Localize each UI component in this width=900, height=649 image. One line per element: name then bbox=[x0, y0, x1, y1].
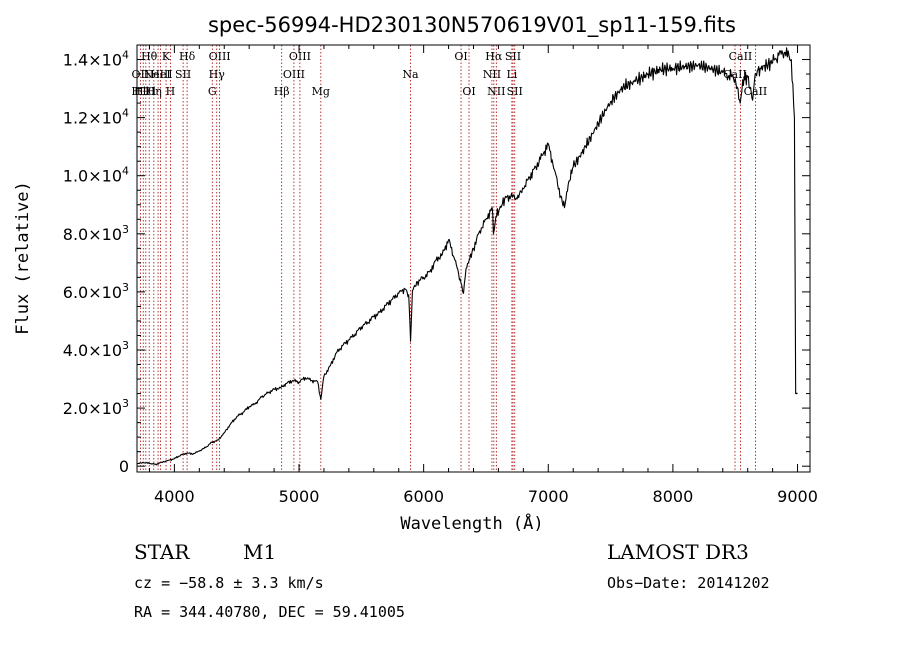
object-subclass: M1 bbox=[243, 540, 277, 564]
line-label: Mg bbox=[312, 85, 330, 98]
x-tick-label: 7000 bbox=[528, 487, 569, 506]
observation-date: Obs−Date: 20141202 bbox=[607, 574, 770, 592]
line-label: OIII bbox=[283, 68, 305, 81]
spectrum-line bbox=[136, 47, 798, 466]
line-label: Hη bbox=[146, 85, 162, 98]
y-tick-label: 1.0×104 bbox=[63, 165, 129, 186]
line-label: OIII bbox=[289, 50, 311, 63]
survey-name: LAMOST DR3 bbox=[607, 540, 749, 564]
x-axis: 4000 5000 6000 7000 8000 9000 bbox=[148, 45, 818, 506]
y-tick-label: 1.4×104 bbox=[63, 49, 129, 70]
line-label: OI bbox=[462, 85, 475, 98]
line-label: Hγ bbox=[209, 68, 226, 81]
x-tick-label: 9000 bbox=[777, 487, 818, 506]
line-label: Hβ bbox=[274, 85, 290, 98]
sky-coordinates: RA = 344.40780, DEC = 59.41005 bbox=[134, 603, 405, 621]
y-tick-label: 8.0×103 bbox=[63, 223, 129, 244]
redshift-cz: cz = −58.8 ± 3.3 km/s bbox=[134, 574, 324, 592]
chart-title: spec-56994-HD230130N570619V01_sp11-159.f… bbox=[208, 13, 736, 38]
y-tick-label: 6.0×103 bbox=[63, 281, 129, 302]
line-label: Hδ bbox=[179, 50, 196, 63]
line-label: NII bbox=[483, 68, 501, 81]
line-label: OI bbox=[454, 50, 467, 63]
line-label: Hα bbox=[485, 50, 503, 63]
x-tick-label: 4000 bbox=[154, 487, 195, 506]
y-tick-label: 4.0×103 bbox=[63, 339, 129, 360]
y-axis-label: Flux (relative) bbox=[13, 181, 33, 335]
x-tick-label: 8000 bbox=[653, 487, 694, 506]
line-label: SII bbox=[175, 68, 191, 81]
x-axis-label: Wavelength (Å) bbox=[400, 512, 543, 534]
line-label: H bbox=[166, 85, 176, 98]
spectral-line-markers bbox=[139, 45, 756, 472]
y-tick-label: 2.0×103 bbox=[63, 397, 129, 418]
line-label: Na bbox=[402, 68, 419, 81]
line-label: NeIII bbox=[143, 68, 172, 81]
y-axis: 0 2.0×103 4.0×103 6.0×103 8.0×103 1.0×104 1.2×… bbox=[63, 49, 810, 476]
spectral-line-labels: OIIH10H11HθHηNeIIIHeIKHSIIHδGHγOIIIHβOII… bbox=[131, 50, 767, 98]
line-label: CaII bbox=[744, 85, 768, 98]
line-label: HeI bbox=[150, 68, 170, 81]
y-tick-label: 0 bbox=[119, 457, 129, 476]
line-label: CaII bbox=[729, 50, 753, 63]
line-label: SII bbox=[507, 85, 523, 98]
line-label: OIII bbox=[209, 50, 231, 63]
x-tick-label: 6000 bbox=[403, 487, 444, 506]
x-tick-label: 5000 bbox=[279, 487, 320, 506]
line-label: Hθ bbox=[141, 50, 158, 63]
line-label: SII bbox=[505, 50, 521, 63]
line-label: G bbox=[208, 85, 217, 98]
plot-frame bbox=[136, 44, 811, 473]
y-tick-label: 1.2×104 bbox=[63, 107, 129, 128]
line-label: K bbox=[162, 50, 171, 63]
line-label: NII bbox=[487, 85, 505, 98]
object-class: STAR bbox=[134, 540, 190, 564]
line-label: Li bbox=[506, 68, 517, 81]
